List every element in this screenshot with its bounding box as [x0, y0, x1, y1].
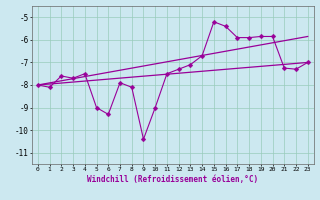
X-axis label: Windchill (Refroidissement éolien,°C): Windchill (Refroidissement éolien,°C)	[87, 175, 258, 184]
